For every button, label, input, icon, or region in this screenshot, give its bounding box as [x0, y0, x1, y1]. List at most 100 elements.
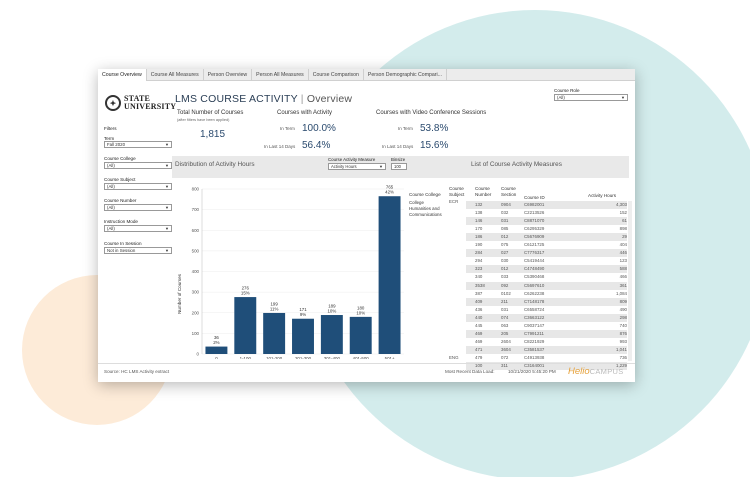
header-course-section: Course Section: [501, 186, 517, 197]
table-row[interactable]: 146 031 C8871070 61: [98, 217, 635, 225]
heliocampus-logo: HelioCAMPUS: [568, 366, 624, 377]
y-tick-label: 600: [192, 228, 200, 233]
course-id-cell: C4913938: [524, 354, 545, 360]
mode-label: Instruction Mode: [104, 219, 138, 224]
activity-hours-cell: 898: [619, 226, 627, 232]
binsize-input[interactable]: 100: [391, 163, 407, 170]
table-row[interactable]: 445 063 C9037147 740: [98, 322, 635, 330]
number-select[interactable]: (All) ▼: [104, 204, 172, 211]
course-section-cell: 2604: [501, 338, 511, 344]
tab-course-overview[interactable]: Course Overview: [98, 69, 147, 81]
table-row[interactable]: 387 0102 C6262238 1,084: [98, 290, 635, 298]
mode-select[interactable]: (All) ▼: [104, 225, 172, 232]
table-row[interactable]: 409 211 C7148178 809: [98, 298, 635, 306]
page-title: LMS COURSE ACTIVITY | Overview: [175, 93, 353, 105]
table-row[interactable]: 100 311 C3164001 1,229: [98, 362, 635, 370]
table-row[interactable]: 3538 092 C5697610 361: [98, 282, 635, 290]
row-stripe: [466, 297, 627, 306]
activity-hours-cell: 123: [619, 258, 627, 264]
session-select[interactable]: Not in Session ▼: [104, 247, 172, 254]
tab-person-all-measures[interactable]: Person All Measures: [252, 69, 309, 81]
x-tick-label: 201-300: [295, 356, 312, 359]
tab-person-overview[interactable]: Person Overview: [204, 69, 253, 81]
term-select[interactable]: Fall 2020 ▼: [104, 141, 172, 148]
tab-course-comparison[interactable]: Course Comparison: [309, 69, 364, 81]
table-scrollbar[interactable]: [628, 201, 632, 361]
table-row[interactable]: 340 033 C5390468 466: [98, 273, 635, 281]
chevron-down-icon: ▼: [165, 184, 169, 189]
chevron-down-icon: ▼: [621, 95, 625, 100]
y-tick-label: 0: [197, 352, 200, 357]
number-label: Course Number: [104, 198, 137, 203]
bar-501+[interactable]: [378, 196, 401, 354]
bar-value-label: 180: [357, 305, 365, 310]
college-select[interactable]: (All) ▼: [104, 162, 172, 169]
y-tick-label: 100: [192, 331, 200, 336]
activity-hours-cell: 740: [619, 322, 627, 328]
table-row[interactable]: 132 0904 C6982001 4,303: [98, 201, 635, 209]
course-section-cell: 031: [501, 306, 509, 312]
header-course-id: Course ID: [524, 195, 545, 200]
activity-hours-cell: 404: [619, 242, 627, 248]
row-stripe: [466, 362, 627, 371]
table-row[interactable]: 138 032 C2213526 152: [98, 209, 635, 217]
table-row[interactable]: 436 031 C6558724 490: [98, 306, 635, 314]
distribution-title: Distribution of Activity Hours: [175, 161, 255, 168]
course-section-cell: 027: [501, 250, 509, 256]
chevron-down-icon: ▼: [165, 226, 169, 231]
table-row[interactable]: 469 205 C7991211 876: [98, 330, 635, 338]
header-activity-hours: Activity Hours: [588, 193, 617, 198]
table-row[interactable]: 471 3604 C3581537 1,041: [98, 346, 635, 354]
course-section-cell: 012: [501, 266, 509, 272]
course-number-cell: 469: [475, 330, 483, 336]
course-number-cell: 479: [475, 354, 483, 360]
course-id-cell: C7148178: [524, 298, 545, 304]
x-tick-label: 301-400: [324, 356, 341, 359]
x-tick-label: 501+: [385, 356, 395, 359]
subject-select[interactable]: (All) ▼: [104, 183, 172, 190]
bar-0[interactable]: [205, 346, 228, 354]
table-row[interactable]: 440 074 C3663122 298: [98, 314, 635, 322]
bar-201-300[interactable]: [292, 318, 314, 354]
chevron-down-icon: ▼: [165, 248, 169, 253]
measure-select[interactable]: Activity Hours ▼: [328, 163, 386, 170]
tab-course-all-measures[interactable]: Course All Measures: [147, 69, 204, 81]
table-row[interactable]: 479 072 C4913938 736: [98, 354, 635, 362]
course-role-select[interactable]: (All) ▼: [554, 94, 628, 101]
y-tick-label: 700: [192, 207, 200, 212]
subject-cell-top: ECR: [449, 199, 459, 204]
table-row[interactable]: 186 012 C5676909 29: [98, 233, 635, 241]
table-row[interactable]: 190 075 C6121725 404: [98, 241, 635, 249]
course-section-cell: 085: [501, 226, 509, 232]
bar-301-400[interactable]: [320, 315, 343, 354]
course-id-cell: C5390468: [524, 274, 545, 280]
row-stripe: [466, 265, 627, 274]
table-row[interactable]: 284 027 C7776317 446: [98, 249, 635, 257]
video-in-term-label: In Term: [398, 126, 413, 131]
x-tick-label: 0: [215, 356, 218, 359]
activity-hours-cell: 61: [622, 218, 627, 224]
table-row[interactable]: 323 012 C4748490 588: [98, 265, 635, 273]
course-section-cell: 033: [501, 274, 509, 280]
activity-hours-cell: 361: [619, 282, 627, 288]
course-id-cell: C6121725: [524, 242, 545, 248]
x-tick-label: 101-200: [266, 356, 283, 359]
tab-person-demographic-comparison[interactable]: Person Demographic Compari...: [364, 69, 447, 81]
activity-hours-cell: 490: [619, 306, 627, 312]
bar-value-label: 189: [328, 304, 336, 309]
bar-value-label: 171: [299, 307, 307, 312]
table-row[interactable]: 170 085 C6295329 898: [98, 225, 635, 233]
bar-1-100[interactable]: [234, 297, 257, 354]
chevron-down-icon: ▼: [165, 205, 169, 210]
data-load-label: Most Recent Data Load:: [445, 369, 495, 374]
course-section-cell: 030: [501, 258, 509, 264]
row-stripe: [466, 217, 627, 226]
course-number-cell: 3538: [475, 282, 485, 288]
activity-hours-cell: 876: [619, 330, 627, 336]
bar-101-200[interactable]: [263, 312, 286, 354]
table-row[interactable]: 294 030 C5419444 123: [98, 257, 635, 265]
bar-401-500[interactable]: [349, 316, 372, 354]
table-row[interactable]: 469 2604 C8221929 993: [98, 338, 635, 346]
course-section-cell: 092: [501, 282, 509, 288]
